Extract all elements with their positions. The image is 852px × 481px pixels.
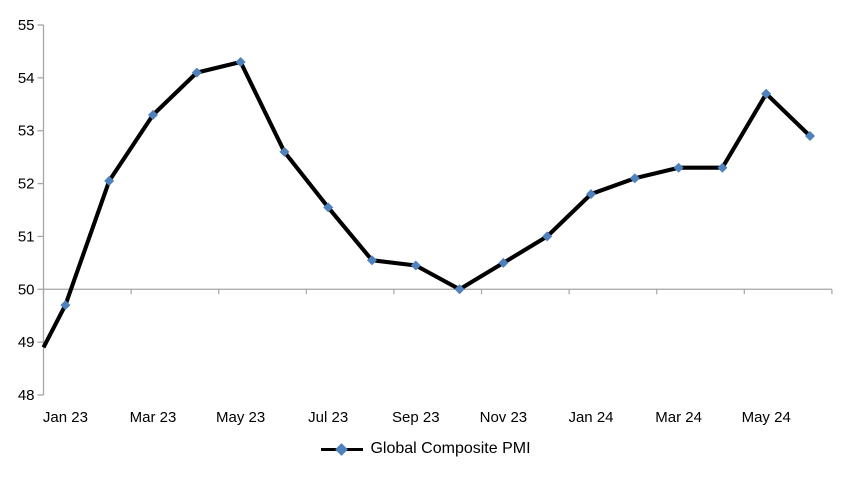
x-axis-tick-label: May 23 [216,409,265,426]
data-point-marker-feb-23 [104,175,115,186]
data-point-marker-jun-23 [279,146,290,157]
y-axis-tick-label: 51 [18,228,35,245]
x-axis-tick-label: Nov 23 [480,409,528,426]
data-point-marker-oct-23 [454,284,465,295]
pmi-series-line [41,59,812,349]
data-point-marker-apr-24 [717,162,728,173]
data-point-marker-nov-23 [498,257,509,268]
data-point-marker-jan-23 [60,300,71,311]
data-point-marker-may-23 [235,57,246,67]
y-axis-tick-label: 52 [18,176,35,193]
data-point-marker-aug-23 [367,255,377,266]
chart-legend: Global Composite PMI [0,441,852,457]
legend-diamond-icon [335,442,349,456]
y-axis-tick-label: 49 [18,334,35,351]
y-axis-tick-label: 53 [18,123,35,140]
data-point-marker-may-24 [761,88,772,99]
x-axis-tick-label: Jul 23 [308,409,348,426]
data-point-marker-dec-23 [542,231,553,242]
data-point-marker-jun-24 [805,131,815,141]
legend-swatch [321,441,364,457]
data-point-marker-feb-24 [629,173,640,184]
x-axis-tick-label: Jan 24 [568,409,613,426]
x-axis-tick-label: Mar 23 [130,409,177,426]
data-point-marker-jul-23 [323,202,334,213]
data-point-marker-mar-24 [673,162,684,173]
y-axis-tick-label: 48 [18,387,35,404]
y-axis-tick-label: 55 [18,17,35,34]
x-axis-tick-label: May 24 [742,409,791,426]
x-axis-tick-label: Mar 24 [655,409,702,426]
y-axis-tick-label: 50 [18,281,35,298]
data-point-marker-jan-24 [586,189,596,200]
y-axis-tick-label: 54 [18,70,35,87]
x-axis-tick-label: Jan 23 [43,409,88,426]
legend-label: Global Composite PMI [370,440,531,457]
data-point-marker-mar-23 [148,109,158,120]
data-point-marker-apr-23 [191,67,202,78]
x-axis-tick-label: Sep 23 [392,409,440,426]
data-point-marker-sep-23 [410,260,421,271]
